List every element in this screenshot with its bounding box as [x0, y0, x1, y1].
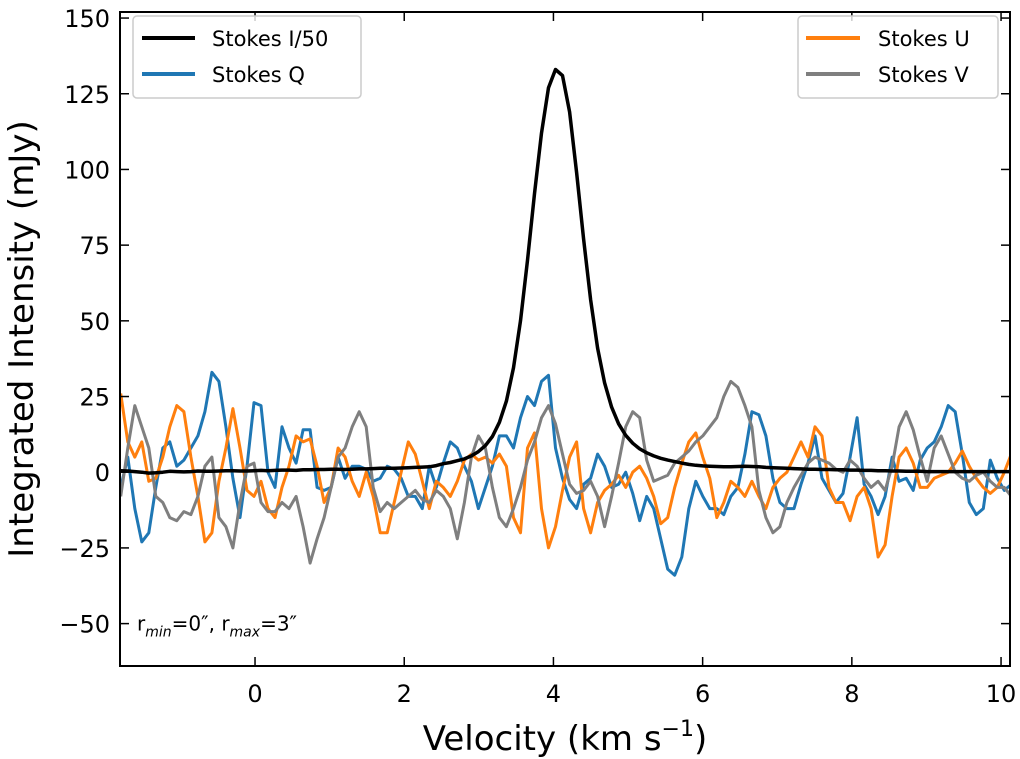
x-tick-label: 10	[986, 680, 1017, 708]
ticks-layer: 0 2 4 6 8 10 −50 −25 0 25 50 75 100 125 150	[59, 5, 1016, 708]
y-tick-label: 50	[79, 308, 110, 336]
y-tick-label: −50	[59, 611, 110, 639]
legend-label-stokes-q: Stokes Q	[212, 63, 305, 87]
y-axis-label: Integrated Intensity (mJy)	[2, 120, 42, 557]
y-tick-label: 0	[95, 459, 110, 487]
y-tick-label: 100	[64, 156, 110, 184]
annot-min-val: =0″,	[172, 612, 222, 636]
legend-label-stokes-v: Stokes V	[878, 63, 969, 87]
x-axis-label-end: )	[694, 719, 707, 759]
x-tick-label: 4	[546, 680, 561, 708]
annot-min-sub: min	[145, 625, 171, 641]
annot-max-sub: max	[230, 625, 261, 641]
legend-top-right: Stokes U Stokes V	[797, 15, 999, 99]
y-tick-label: 75	[79, 232, 110, 260]
y-tick-label: 25	[79, 384, 110, 412]
series-layer	[120, 67, 1010, 577]
series-line-stokes-v	[120, 379, 1010, 565]
x-tick-label: 0	[247, 680, 262, 708]
plot-frame	[119, 11, 1011, 667]
x-axis-label: Velocity (km s−1)	[423, 717, 707, 759]
annot-r2: r	[221, 612, 230, 636]
y-tick-label: 150	[64, 5, 110, 33]
annot-max-val: =3″	[260, 612, 297, 636]
legend-label-stokes-i: Stokes I/50	[212, 27, 328, 51]
x-tick-label: 2	[397, 680, 412, 708]
legend-top-left: Stokes I/50 Stokes Q	[132, 15, 362, 99]
series-line-stokes-i-50	[120, 67, 1010, 475]
x-tick-label: 6	[695, 680, 710, 708]
y-tick-label: −25	[59, 535, 110, 563]
y-tick-label: 125	[64, 81, 110, 109]
x-axis-label-sup: −1	[662, 717, 694, 742]
annot-r1: r	[137, 612, 146, 636]
legend-label-stokes-u: Stokes U	[878, 27, 970, 51]
series-line-stokes-u	[120, 393, 1010, 559]
x-axis-label-base: Velocity (km s	[423, 719, 662, 759]
x-tick-label: 8	[844, 680, 859, 708]
radius-annotation: rmin=0″, rmax=3″	[137, 612, 297, 641]
